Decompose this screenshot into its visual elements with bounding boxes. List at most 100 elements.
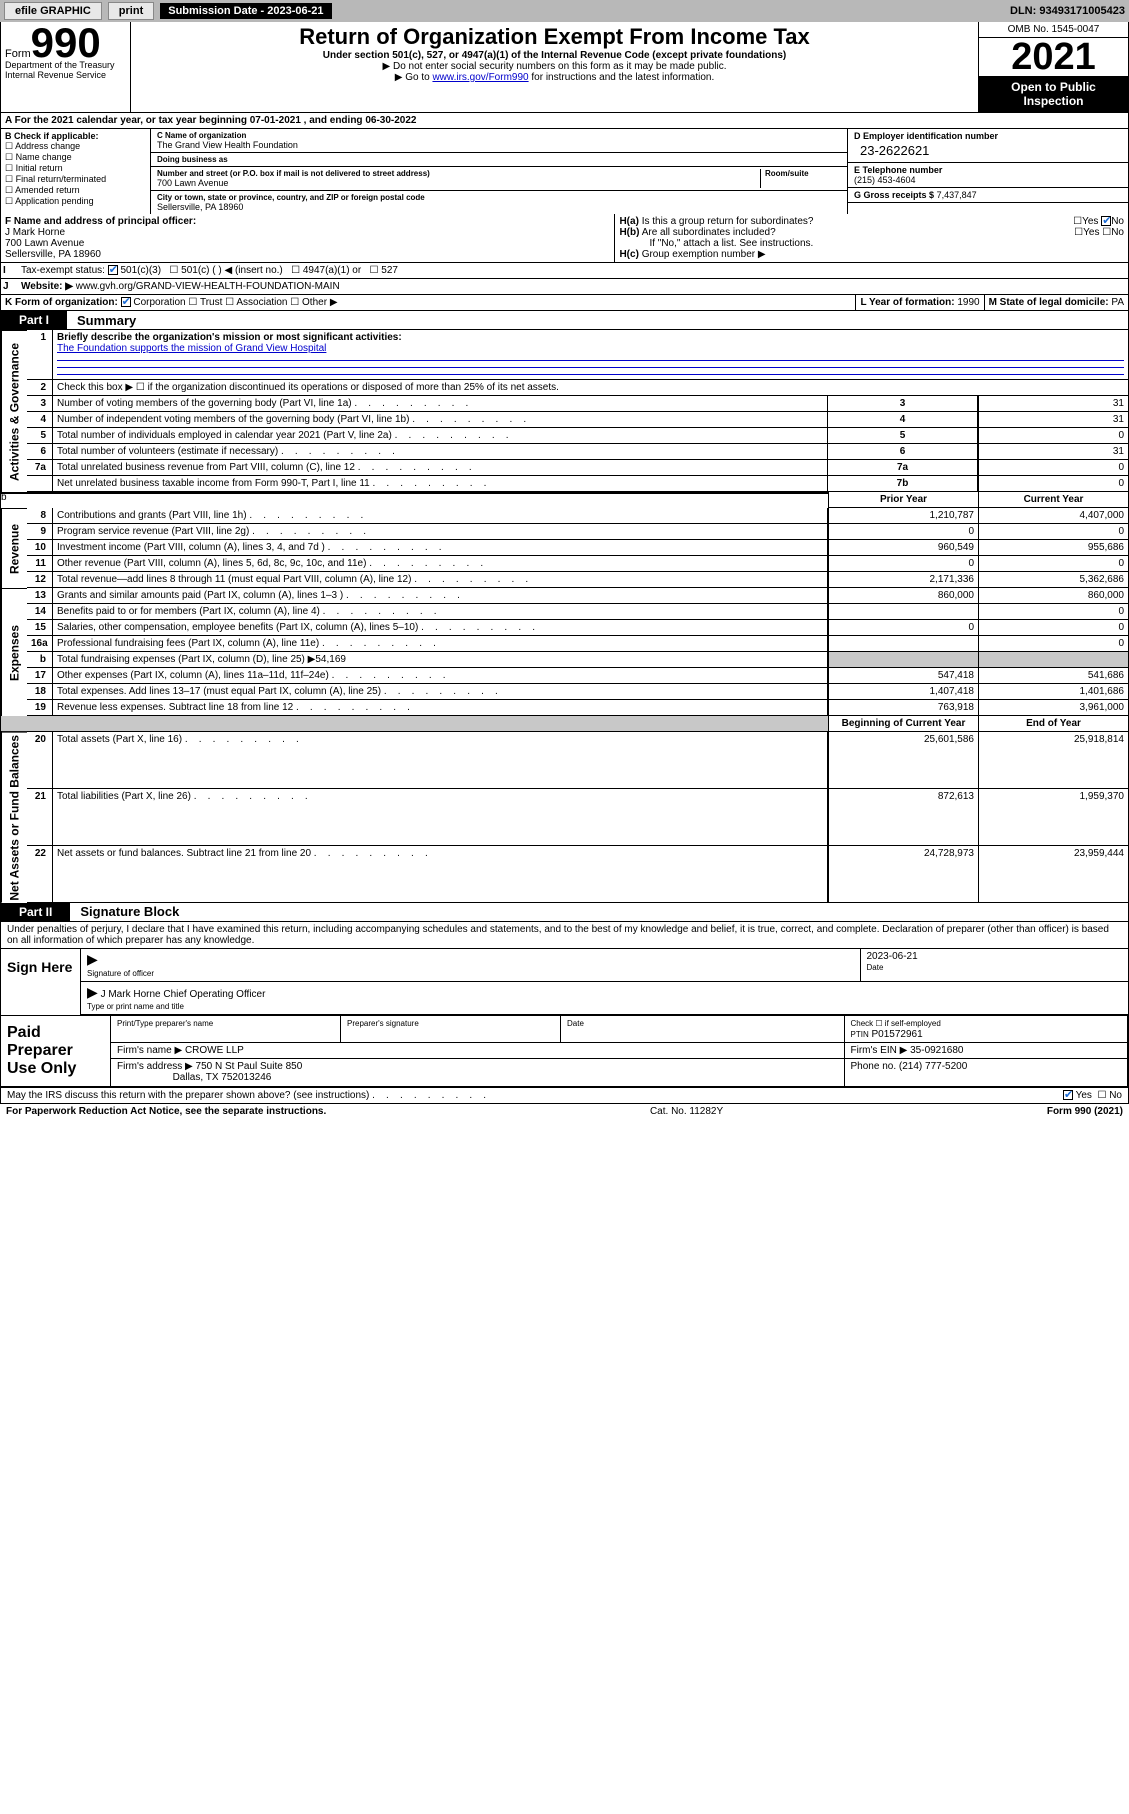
b-app[interactable]: Application pending <box>15 196 94 206</box>
irs-link[interactable]: www.irs.gov/Form990 <box>432 72 528 83</box>
b-addr[interactable]: Address change <box>15 141 80 151</box>
summary-cell: Total revenue—add lines 8 through 11 (mu… <box>53 572 828 588</box>
summary-cell: Current Year <box>978 492 1128 508</box>
i-o3[interactable]: 527 <box>381 265 398 276</box>
sig-intro: Under penalties of perjury, I declare th… <box>1 922 1128 949</box>
b-amend[interactable]: Amended return <box>15 185 80 195</box>
summary-cell: Revenue less expenses. Subtract line 18 … <box>53 700 828 716</box>
date-lbl: Date <box>867 963 884 972</box>
print-btn[interactable]: print <box>108 2 154 20</box>
hb-no[interactable]: No <box>1111 227 1124 238</box>
c-room-lbl: Room/suite <box>765 169 841 178</box>
b-init[interactable]: Initial return <box>16 163 63 173</box>
pname-lbl: Print/Type preparer's name <box>117 1019 213 1028</box>
mayirs-yes-ck[interactable] <box>1063 1090 1073 1100</box>
note-link: ▶ Go to www.irs.gov/Form990 for instruct… <box>137 72 972 83</box>
sig-date: 2023-06-21 <box>867 951 918 962</box>
i-o1[interactable]: 501(c) ( ) ◀ (insert no.) <box>181 265 283 276</box>
summary-cell: 0 <box>978 524 1128 540</box>
summary-cell: 4,407,000 <box>978 508 1128 524</box>
l-lbl: L Year of formation: <box>860 297 954 308</box>
i-lbl: Tax-exempt status: <box>21 265 105 276</box>
pcheck[interactable]: Check ☐ if self-employed <box>851 1019 941 1028</box>
summary-cell: Total number of individuals employed in … <box>53 428 828 444</box>
gross: 7,437,847 <box>937 190 977 200</box>
k-corp[interactable] <box>121 297 131 307</box>
c-street-lbl: Number and street (or P.O. box if mail i… <box>157 169 756 178</box>
summary-cell: 16a <box>27 636 53 652</box>
ha-no-ck[interactable] <box>1101 216 1111 226</box>
firm-name: CROWE LLP <box>185 1045 244 1056</box>
summary-cell: 6 <box>27 444 53 460</box>
summary-cell: 5 <box>828 428 978 444</box>
officer: J Mark Horne Chief Operating Officer <box>101 989 266 1000</box>
k-lbl: K Form of organization: <box>5 297 118 308</box>
summary-cell: Other revenue (Part VIII, column (A), li… <box>53 556 828 572</box>
summary-cell: 12 <box>27 572 53 588</box>
summary-cell: 5,362,686 <box>978 572 1128 588</box>
summary-cell: 1,401,686 <box>978 684 1128 700</box>
top-bar: efile GRAPHIC print Submission Date - 20… <box>0 0 1129 22</box>
f-addr2: Sellersville, PA 18960 <box>5 249 101 260</box>
sig-off-lbl: Signature of officer <box>87 969 154 978</box>
summary-cell: 960,549 <box>828 540 978 556</box>
k0: Corporation <box>133 297 185 308</box>
i-o2[interactable]: 4947(a)(1) or <box>303 265 361 276</box>
b-name[interactable]: Name change <box>16 152 72 162</box>
form-footer: Form 990 (2021) <box>1047 1106 1123 1117</box>
k1[interactable]: Trust <box>200 297 222 308</box>
submission-date: Submission Date - 2023-06-21 <box>160 3 331 19</box>
firm-addr-lbl: Firm's address ▶ <box>117 1061 193 1072</box>
summary-cell: 23,959,444 <box>978 846 1128 903</box>
mayirs-no[interactable]: No <box>1109 1090 1122 1101</box>
part2-tab: Part II <box>1 903 70 921</box>
f-lbl: F Name and address of principal officer: <box>5 216 196 227</box>
summary-cell: 4 <box>27 412 53 428</box>
k2[interactable]: Association <box>236 297 287 308</box>
org-city: Sellersville, PA 18960 <box>157 202 841 212</box>
b-final[interactable]: Final return/terminated <box>16 174 107 184</box>
i-501c3[interactable] <box>108 265 118 275</box>
summary-cell: Number of independent voting members of … <box>53 412 828 428</box>
ha-yes[interactable]: Yes <box>1082 216 1098 227</box>
form-number: 990 <box>31 19 101 66</box>
summary-cell: 7a <box>27 460 53 476</box>
summary-cell: 19 <box>27 700 53 716</box>
summary-cell: Total number of volunteers (estimate if … <box>53 444 828 460</box>
summary-cell: Total unrelated business revenue from Pa… <box>53 460 828 476</box>
ha: Is this a group return for subordinates? <box>642 216 814 227</box>
hb: Are all subordinates included? <box>642 227 776 238</box>
summary-cell: 860,000 <box>978 588 1128 604</box>
firm-ein-lbl: Firm's EIN ▶ <box>851 1045 908 1056</box>
summary-cell: 3 <box>828 396 978 412</box>
ha-no: No <box>1111 216 1124 227</box>
may-irs-row: May the IRS discuss this return with the… <box>0 1088 1129 1104</box>
hb-yes[interactable]: Yes <box>1083 227 1099 238</box>
j-lbl: Website: ▶ <box>21 281 73 292</box>
efile-btn[interactable]: efile GRAPHIC <box>4 2 102 20</box>
summary-cell: 0 <box>828 556 978 572</box>
summary-cell: Briefly describe the organization's miss… <box>53 330 1128 380</box>
summary-cell: Salaries, other compensation, employee b… <box>53 620 828 636</box>
d-tel-lbl: E Telephone number <box>854 165 1122 175</box>
summary-cell: 3,961,000 <box>978 700 1128 716</box>
note2-post: for instructions and the latest informat… <box>529 72 715 83</box>
summary-cell: 21 <box>27 789 53 846</box>
summary-cell: Prior Year <box>828 492 978 508</box>
preparer-grid: Paid Preparer Use Only Print/Type prepar… <box>0 1016 1129 1088</box>
summary-cell: Activities & Governance <box>1 330 27 492</box>
officer-lbl: Type or print name and title <box>87 1002 184 1011</box>
col-d: D Employer identification number 23-2622… <box>848 129 1128 214</box>
summary-cell: b <box>27 652 53 668</box>
summary-cell: 860,000 <box>828 588 978 604</box>
summary-cell: Benefits paid to or for members (Part IX… <box>53 604 828 620</box>
k3[interactable]: Other ▶ <box>302 297 337 308</box>
summary-cell: Investment income (Part VIII, column (A)… <box>53 540 828 556</box>
f-addr1: 700 Lawn Avenue <box>5 238 84 249</box>
row-fh: F Name and address of principal officer:… <box>0 214 1129 263</box>
tel: (215) 453-4604 <box>854 175 1122 185</box>
m-val: PA <box>1111 297 1124 308</box>
summary-cell: 0 <box>978 556 1128 572</box>
c-city-lbl: City or town, state or province, country… <box>157 193 841 202</box>
summary-cell: Net unrelated business taxable income fr… <box>53 476 828 492</box>
